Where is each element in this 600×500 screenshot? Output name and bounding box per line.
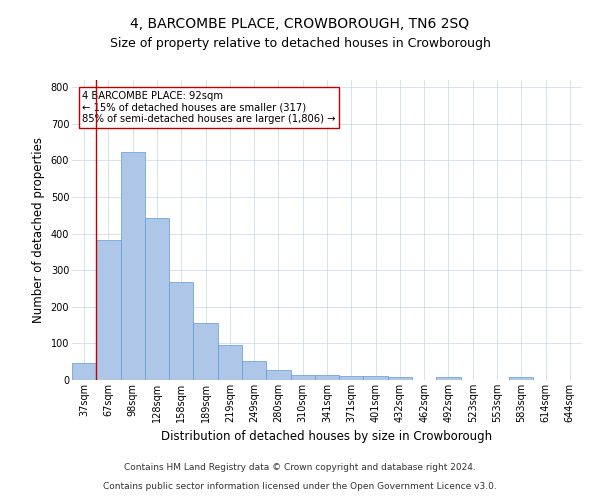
Text: Size of property relative to detached houses in Crowborough: Size of property relative to detached ho… [110,38,490,51]
X-axis label: Distribution of detached houses by size in Crowborough: Distribution of detached houses by size … [161,430,493,444]
Bar [145,218,169,380]
Bar [218,344,242,380]
Bar [436,377,461,380]
Bar [290,374,315,380]
Text: Contains public sector information licensed under the Open Government Licence v3: Contains public sector information licen… [103,482,497,491]
Text: 4, BARCOMBE PLACE, CROWBOROUGH, TN6 2SQ: 4, BARCOMBE PLACE, CROWBOROUGH, TN6 2SQ [130,18,470,32]
Bar [509,378,533,380]
Bar [242,361,266,380]
Bar [169,282,193,380]
Bar [96,240,121,380]
Bar [364,376,388,380]
Bar [193,324,218,380]
Bar [339,376,364,380]
Bar [315,374,339,380]
Bar [266,370,290,380]
Bar [72,363,96,380]
Y-axis label: Number of detached properties: Number of detached properties [32,137,45,323]
Bar [388,376,412,380]
Text: Contains HM Land Registry data © Crown copyright and database right 2024.: Contains HM Land Registry data © Crown c… [124,464,476,472]
Bar [121,152,145,380]
Text: 4 BARCOMBE PLACE: 92sqm
← 15% of detached houses are smaller (317)
85% of semi-d: 4 BARCOMBE PLACE: 92sqm ← 15% of detache… [82,91,336,124]
